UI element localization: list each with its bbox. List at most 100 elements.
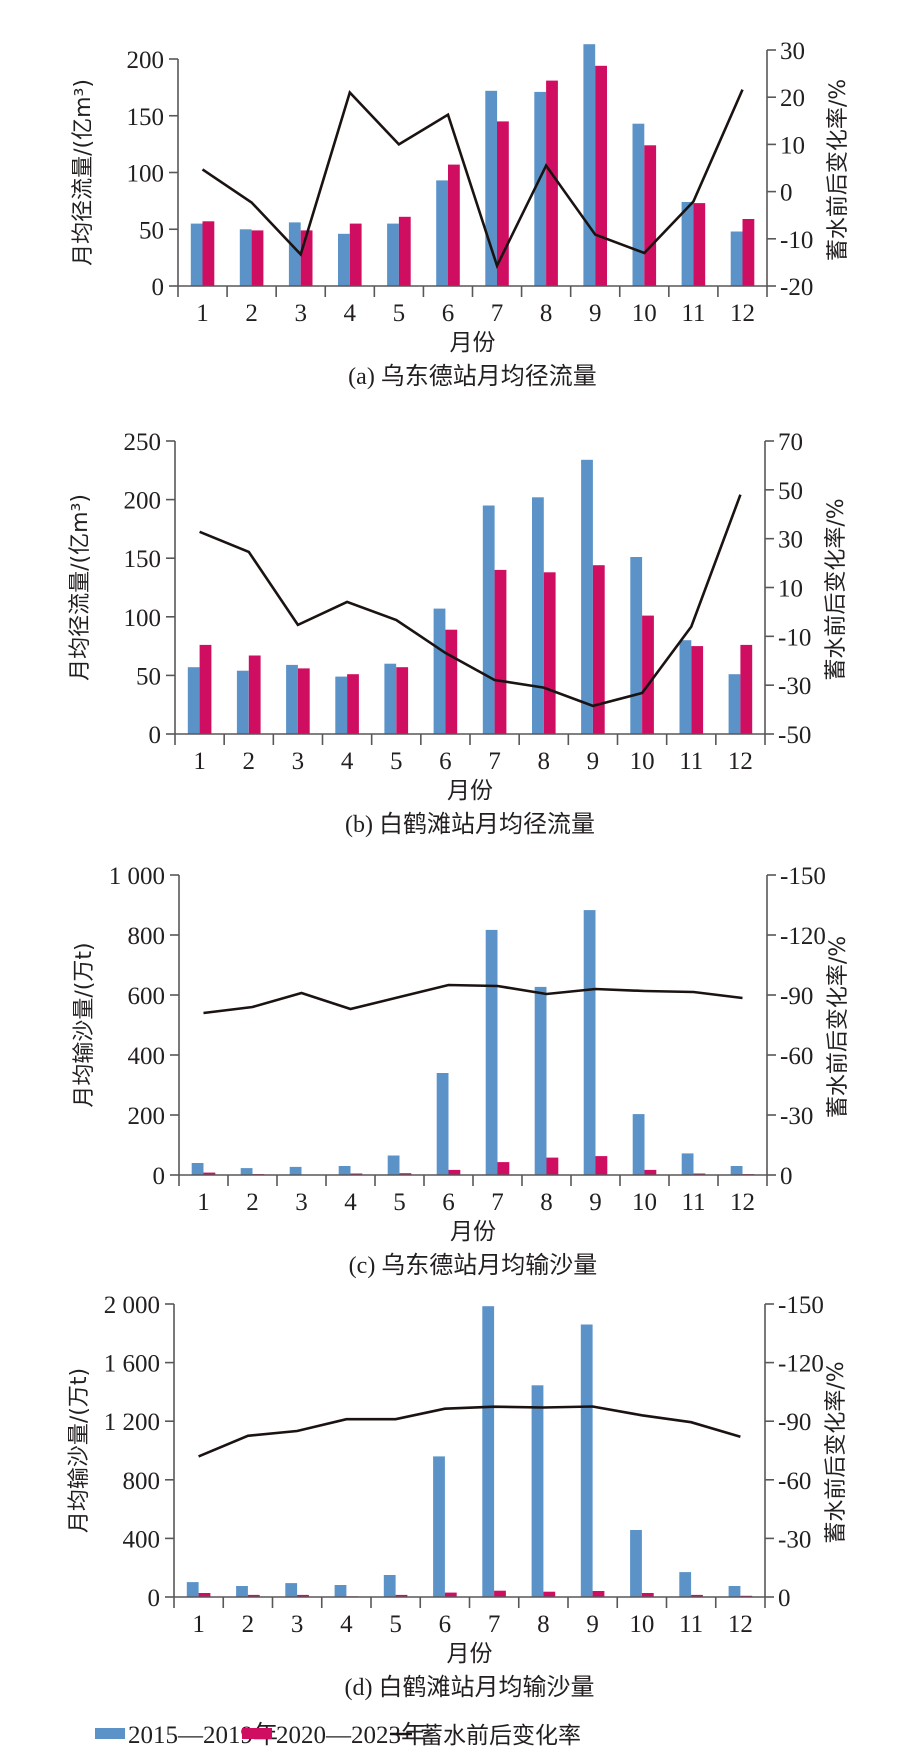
- right-tick-label: -90: [778, 1409, 811, 1436]
- right-tick-label: -30: [778, 673, 811, 700]
- x-tick-label: 10: [632, 300, 657, 327]
- x-tick-label: 9: [586, 1611, 599, 1638]
- bar-2020-2023-month-5: [398, 216, 411, 286]
- left-axis-title: 月均径流量/(亿m³): [71, 79, 96, 266]
- bar-2020-2023-month-1: [199, 644, 212, 734]
- left-axis-title: 月均输沙量/(万t): [72, 942, 97, 1107]
- bar-2015-2019-month-5: [387, 1155, 400, 1175]
- bar-2015-2019-month-11: [679, 1572, 692, 1597]
- x-tick-label: 4: [341, 748, 354, 775]
- x-tick-label: 6: [439, 1611, 452, 1638]
- x-tick-label: 10: [632, 1189, 657, 1216]
- chart-panel-d: 0 400 800 1 200 1 600 2 000 0 -30 -60 -90 -120 -150…: [67, 1292, 849, 1701]
- x-tick-label: 4: [344, 300, 357, 327]
- x-tick-label: 1: [192, 1611, 205, 1638]
- bar-2015-2019-month-3: [286, 664, 298, 734]
- x-tick-label: 8: [538, 748, 551, 775]
- x-tick-label: 3: [294, 300, 307, 327]
- bar-2015-2019-month-12: [728, 674, 741, 734]
- x-tick-label: 8: [537, 1611, 550, 1638]
- x-tick-label: 2: [246, 1189, 259, 1216]
- right-tick-label: -150: [780, 863, 826, 890]
- x-tick-label: 5: [393, 1189, 406, 1216]
- x-tick-label: 1: [196, 300, 209, 327]
- panel-caption: (b) 白鹤滩站月均径流量: [345, 811, 595, 838]
- right-axis-title: 蓄水前后变化率/%: [824, 1361, 849, 1543]
- bar-2015-2019-month-7: [482, 505, 495, 734]
- bar-2015-2019-month-9: [583, 44, 596, 287]
- bar-2020-2023-month-6: [444, 1592, 457, 1597]
- right-tick-label: 50: [778, 478, 803, 505]
- right-tick-label: -30: [778, 1526, 811, 1553]
- bar-2015-2019-month-12: [730, 231, 743, 286]
- bar-2020-2023-month-1: [202, 221, 215, 286]
- bar-2015-2019-month-2: [236, 1586, 248, 1597]
- bar-2015-2019-month-3: [285, 1583, 298, 1597]
- bar-2020-2023-month-5: [399, 1173, 412, 1175]
- bar-2020-2023-month-3: [297, 668, 310, 734]
- x-tick-label: 11: [679, 1611, 703, 1638]
- bar-2020-2023-month-7: [497, 1162, 510, 1175]
- x-tick-label: 3: [295, 1189, 308, 1216]
- left-tick-label: 200: [124, 488, 162, 515]
- right-tick-label: 0: [780, 1163, 793, 1190]
- right-tick-label: -90: [780, 983, 813, 1010]
- bar-2015-2019-month-8: [532, 497, 544, 734]
- x-tick-label: 5: [390, 748, 403, 775]
- bar-2020-2023-month-6: [445, 629, 458, 734]
- bar-2015-2019-month-11: [681, 1153, 694, 1175]
- left-tick-label: 0: [152, 274, 165, 301]
- right-tick-label: -120: [778, 1351, 824, 1378]
- x-tick-label: 3: [292, 748, 305, 775]
- left-axis-title: 月均径流量/(亿m³): [68, 494, 93, 681]
- right-tick-label: 70: [778, 429, 803, 456]
- x-tick-label: 9: [589, 300, 602, 327]
- bar-2020-2023-month-8: [543, 572, 556, 734]
- right-tick-label: -150: [778, 1292, 824, 1319]
- panel-caption: (a) 乌东德站月均径流量: [348, 363, 597, 390]
- bar-2015-2019-month-6: [433, 1456, 445, 1597]
- bar-2020-2023-month-6: [448, 1169, 461, 1175]
- bar-2020-2023-month-10: [644, 145, 657, 286]
- bar-2020-2023-month-12: [742, 219, 755, 286]
- bar-2020-2023-month-8: [546, 1157, 559, 1175]
- bar-2020-2023-month-7: [494, 569, 507, 734]
- bar-2020-2023-month-10: [641, 1593, 654, 1597]
- bar-2015-2019-month-4: [335, 676, 348, 734]
- legend-label-change-rate: 蓄水前后变化率: [420, 1723, 581, 1749]
- right-axis-title: 蓄水前后变化率/%: [824, 498, 849, 680]
- x-tick-label: 12: [728, 748, 753, 775]
- x-tick-label: 5: [389, 1611, 402, 1638]
- x-axis-title: 月份: [447, 778, 493, 804]
- bar-2020-2023-month-7: [497, 121, 509, 287]
- panel-caption: (d) 白鹤滩站月均输沙量: [345, 1674, 595, 1701]
- bar-2015-2019-month-2: [239, 229, 252, 287]
- x-tick-label: 7: [488, 1611, 501, 1638]
- left-tick-label: 400: [128, 1043, 166, 1070]
- left-tick-label: 800: [123, 1468, 161, 1495]
- x-tick-label: 7: [488, 748, 501, 775]
- right-tick-label: -60: [778, 1468, 811, 1495]
- x-tick-label: 4: [344, 1189, 357, 1216]
- x-tick-label: 10: [629, 1611, 654, 1638]
- bar-2015-2019-month-12: [730, 1166, 743, 1175]
- left-tick-label: 800: [128, 923, 166, 950]
- bar-2020-2023-month-4: [349, 223, 362, 286]
- bar-2015-2019-month-10: [630, 1530, 642, 1597]
- bar-2020-2023-month-10: [644, 1169, 657, 1175]
- bar-2020-2023-month-8: [546, 80, 558, 286]
- x-tick-label: 8: [540, 300, 553, 327]
- x-tick-label: 7: [491, 300, 504, 327]
- change-rate-line: [201, 89, 744, 270]
- bar-2015-2019-month-2: [236, 670, 249, 734]
- bar-2020-2023-month-10: [642, 615, 654, 734]
- left-tick-label: 200: [127, 47, 165, 74]
- legend-swatch-2015-2019: [95, 1728, 125, 1739]
- bar-2015-2019-month-10: [632, 123, 645, 286]
- right-tick-label: 10: [780, 132, 805, 159]
- bar-2020-2023-month-2: [251, 230, 264, 286]
- bar-2015-2019-month-8: [531, 1385, 544, 1597]
- bar-2015-2019-month-12: [728, 1586, 741, 1597]
- left-tick-label: 100: [124, 605, 162, 632]
